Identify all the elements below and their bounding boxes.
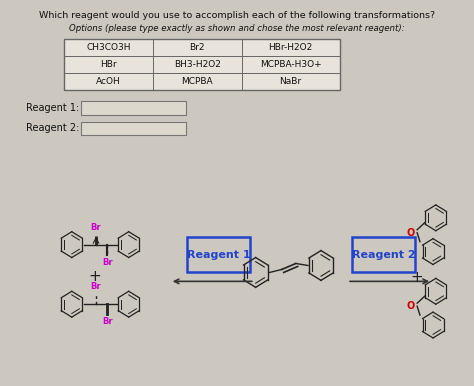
Text: Reagent 2:: Reagent 2:: [26, 124, 79, 134]
Text: Br: Br: [102, 257, 112, 266]
Bar: [81, 101, 186, 115]
Text: MCPBA-H3O+: MCPBA-H3O+: [260, 60, 321, 69]
Text: MCPBA: MCPBA: [182, 77, 213, 86]
Text: Br: Br: [91, 223, 101, 232]
Text: Reagent 1: Reagent 1: [186, 250, 250, 259]
Text: Options (please type exactly as shown and chose the most relevant reagent):: Options (please type exactly as shown an…: [69, 24, 405, 33]
Text: HBr-H2O2: HBr-H2O2: [269, 43, 313, 52]
Text: Which reagent would you use to accomplish each of the following transformations?: Which reagent would you use to accomplis…: [39, 11, 435, 20]
Text: +: +: [89, 269, 101, 284]
Text: HBr: HBr: [100, 60, 117, 69]
Bar: [187, 237, 250, 273]
Bar: [64, 39, 340, 90]
Bar: [352, 237, 415, 273]
Bar: [81, 122, 186, 135]
Text: Reagent 1:: Reagent 1:: [26, 103, 79, 113]
Text: O: O: [407, 301, 415, 311]
Text: CH3CO3H: CH3CO3H: [86, 43, 131, 52]
Text: BH3-H2O2: BH3-H2O2: [174, 60, 221, 69]
Text: Reagent 2: Reagent 2: [352, 250, 415, 259]
Text: NaBr: NaBr: [280, 77, 302, 86]
Text: O: O: [407, 228, 415, 238]
Text: Br: Br: [91, 282, 101, 291]
Text: AcOH: AcOH: [96, 77, 121, 86]
Text: Br: Br: [102, 317, 112, 326]
Text: Br2: Br2: [190, 43, 205, 52]
Text: +: +: [411, 270, 424, 285]
